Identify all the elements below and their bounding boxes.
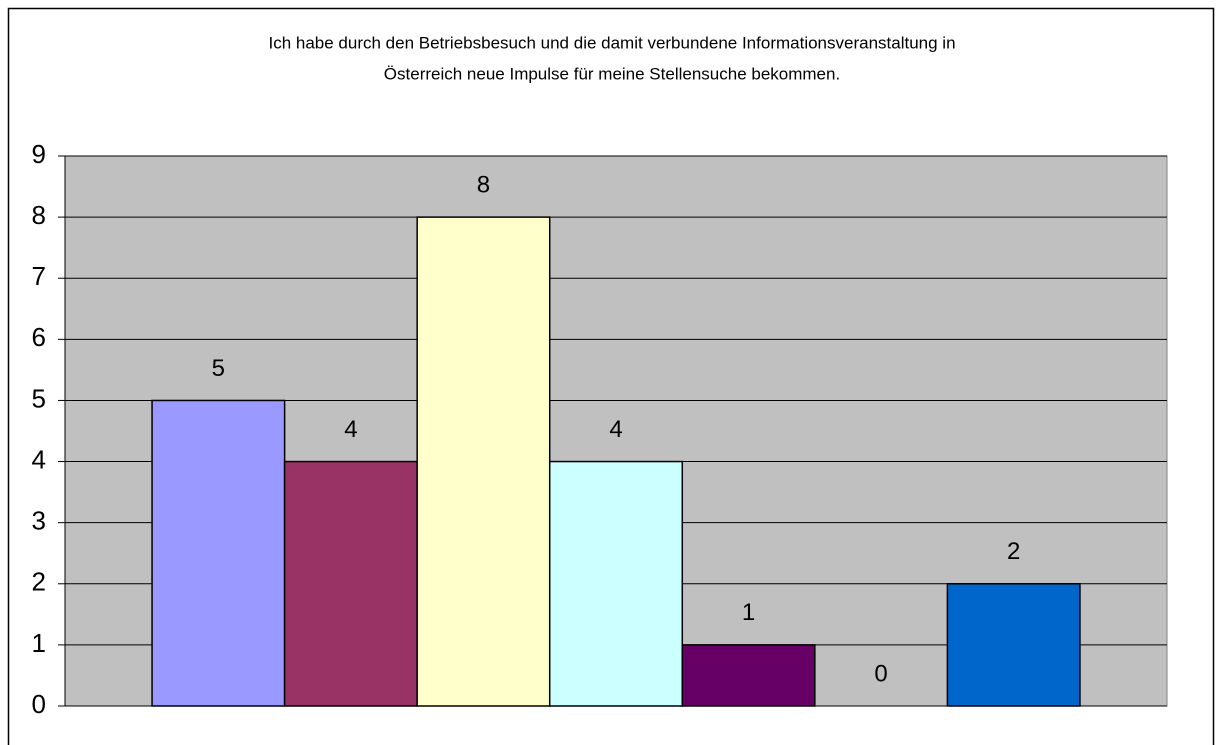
- bar: [151, 399, 286, 707]
- y-tick-label: 1: [32, 628, 46, 658]
- data-label: 4: [609, 416, 622, 443]
- chart-title: Österreich neue Impulse für meine Stelle…: [384, 64, 840, 83]
- y-tick-label: 2: [32, 567, 46, 597]
- data-label: 5: [212, 355, 225, 382]
- bar: [416, 216, 551, 707]
- data-label: 2: [1007, 538, 1020, 565]
- y-tick-label: 9: [32, 139, 46, 169]
- chart-border: [7, 7, 1215, 745]
- y-tick-label: 3: [32, 506, 46, 536]
- data-label: 4: [344, 416, 357, 443]
- data-label: 0: [874, 660, 887, 687]
- y-tick-label: 0: [32, 689, 46, 719]
- y-tick-label: 4: [32, 444, 46, 474]
- chart-title: Ich habe durch den Betriebsbesuch und di…: [268, 33, 955, 52]
- bar: [548, 460, 684, 707]
- bar: [681, 644, 816, 707]
- y-tick-label: 6: [32, 322, 46, 352]
- y-tick-label: 7: [32, 261, 46, 291]
- data-label: 1: [742, 599, 755, 626]
- y-tick-label: 8: [32, 200, 46, 230]
- y-tick-label: 5: [32, 383, 46, 413]
- bar: [283, 460, 418, 707]
- data-label: 8: [477, 171, 490, 198]
- bar: [946, 583, 1081, 707]
